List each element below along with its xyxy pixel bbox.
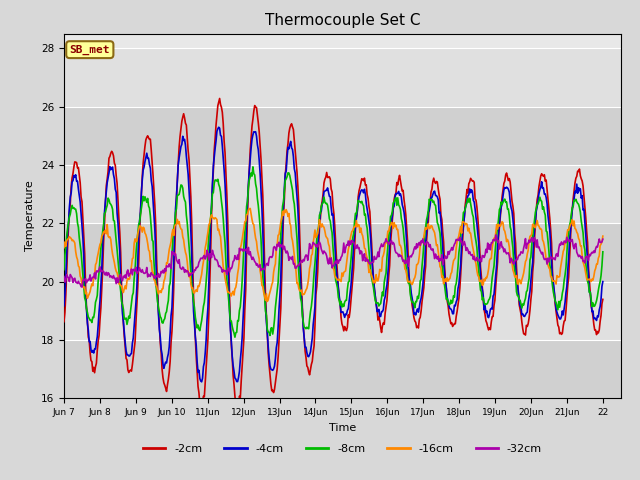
-8cm [60, 267, 68, 273]
-16cm [60, 245, 68, 251]
-32cm [599, 236, 607, 242]
-4cm [422, 240, 429, 245]
-2cm [422, 264, 429, 269]
-8cm [156, 309, 163, 315]
-4cm [468, 187, 476, 192]
Text: SB_met: SB_met [70, 45, 110, 55]
-16cm [156, 288, 163, 294]
-32cm [156, 273, 164, 278]
-2cm [198, 399, 206, 405]
-8cm [198, 311, 206, 316]
Bar [64, 165, 621, 223]
-16cm [198, 264, 206, 270]
Legend: -2cm, -4cm, -8cm, -16cm, -32cm: -2cm, -4cm, -8cm, -16cm, -32cm [138, 440, 547, 458]
-8cm [380, 293, 387, 299]
-8cm [249, 164, 257, 170]
Bar [64, 340, 621, 398]
X-axis label: Time: Time [329, 423, 356, 432]
Y-axis label: Temperature: Temperature [26, 180, 35, 252]
-16cm [246, 205, 254, 211]
Bar [64, 223, 621, 282]
-32cm [379, 244, 387, 250]
-4cm [599, 279, 607, 285]
Line: -16cm: -16cm [64, 208, 603, 301]
-16cm [264, 299, 271, 304]
Line: -32cm: -32cm [64, 235, 603, 287]
Title: Thermocouple Set C: Thermocouple Set C [265, 13, 420, 28]
-32cm [467, 252, 474, 257]
-2cm [156, 321, 163, 327]
-32cm [305, 250, 312, 255]
-4cm [200, 364, 207, 370]
-32cm [421, 242, 429, 248]
Bar [64, 282, 621, 340]
-4cm [215, 124, 223, 130]
-32cm [60, 274, 68, 279]
-16cm [306, 265, 314, 271]
-4cm [306, 352, 314, 358]
-16cm [599, 233, 607, 239]
-2cm [380, 320, 387, 326]
Line: -8cm: -8cm [64, 167, 603, 337]
-8cm [468, 206, 476, 212]
-4cm [156, 326, 163, 332]
Bar [64, 107, 621, 165]
-32cm [78, 284, 86, 290]
-8cm [422, 224, 429, 230]
-2cm [306, 372, 314, 378]
-8cm [599, 249, 607, 255]
-2cm [60, 319, 68, 324]
-16cm [468, 236, 476, 242]
-32cm [200, 253, 207, 259]
-8cm [306, 316, 314, 322]
Line: -4cm: -4cm [64, 127, 603, 382]
-2cm [468, 177, 476, 183]
Bar [64, 48, 621, 107]
-2cm [235, 408, 243, 414]
Line: -2cm: -2cm [64, 98, 603, 411]
-2cm [216, 96, 223, 101]
-4cm [60, 303, 68, 309]
-16cm [422, 225, 429, 230]
-32cm [492, 232, 500, 238]
-8cm [231, 334, 239, 340]
-4cm [198, 379, 205, 384]
-4cm [380, 307, 387, 312]
-2cm [599, 297, 607, 302]
-16cm [380, 252, 387, 258]
